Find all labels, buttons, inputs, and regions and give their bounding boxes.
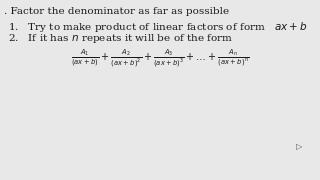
- Text: 2.   If it has $n$ repeats it will be of the form: 2. If it has $n$ repeats it will be of t…: [8, 32, 233, 45]
- Text: $\frac{A_1}{(ax+b)}+\frac{A_2}{(ax+b)^2}+\frac{A_3}{(ax+b)^3}+\ldots+\frac{A_n}{: $\frac{A_1}{(ax+b)}+\frac{A_2}{(ax+b)^2}…: [71, 48, 249, 70]
- Text: . Factor the denominator as far as possible: . Factor the denominator as far as possi…: [4, 7, 229, 16]
- Text: 1.   Try to make product of linear factors of form   $ax+b$: 1. Try to make product of linear factors…: [8, 20, 307, 34]
- Text: $\rhd$: $\rhd$: [295, 141, 303, 152]
